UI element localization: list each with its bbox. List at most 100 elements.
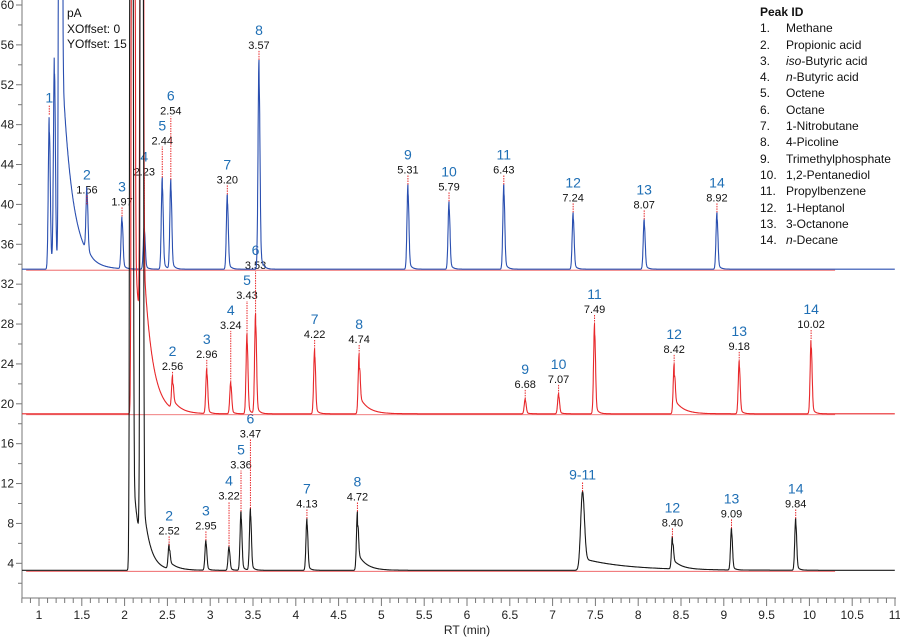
legend-item-number: 1.: [760, 21, 771, 36]
legend-item-number: 8.: [760, 135, 771, 150]
legend-item-name: 1,2-Pentanediol: [786, 167, 871, 182]
peak-id-label: 3: [202, 502, 210, 518]
legend-item: 2. Propionic acid: [760, 37, 891, 53]
trace-line-black: [22, 0, 895, 571]
peak-id-label: 2: [83, 166, 91, 182]
peak-id-label: 8: [355, 316, 363, 332]
x-tick-label: 6: [464, 608, 471, 622]
legend-item-number: 13.: [760, 216, 777, 231]
x-tick-label: 5.5: [416, 608, 433, 622]
peak-retention-time: 1.97: [111, 196, 132, 208]
legend-item: 14. n-Decane: [760, 232, 891, 248]
legend-item-number: 14.: [760, 233, 777, 248]
y-tick-label: 8: [7, 516, 14, 530]
peak-retention-time: 8.07: [633, 199, 654, 211]
x-tick-label: 9: [720, 608, 727, 622]
legend-item-name: 3-Octanone: [786, 216, 849, 231]
x-tick-label: 8.5: [673, 608, 690, 622]
peak-id-label: 6: [252, 242, 260, 258]
peak-retention-time: 2.54: [160, 105, 181, 117]
peak-label-group: 2.96 3: [196, 331, 217, 361]
peak-label-group: 5.31 9: [397, 146, 418, 176]
legend-item-number: 4.: [760, 70, 771, 85]
legend-item-number: 9.: [760, 151, 771, 166]
y-tick-label: 24: [1, 357, 15, 371]
peak-retention-time: 9.09: [721, 508, 742, 520]
peak-id-label: 12: [565, 174, 581, 190]
peak-label-group: 7.49 11: [584, 286, 605, 316]
legend-item-name: Trimethylphosphate: [786, 151, 891, 166]
peak-id-label: 13: [636, 181, 652, 197]
peak-retention-time: 3.43: [236, 290, 257, 302]
peak-id-label: 13: [731, 323, 747, 339]
y-tick-label: 60: [1, 0, 15, 12]
peak-id-label: 4: [225, 472, 233, 488]
peak-label-group: 8.42 12: [663, 326, 684, 356]
legend-item-number: 10.: [760, 167, 777, 182]
peak-label-group: 2.56 2: [162, 343, 183, 373]
peak-id-label: 6: [247, 410, 255, 426]
peak-label-group: 3.24 4: [220, 302, 241, 332]
legend-item: 12. 1-Heptanol: [760, 200, 891, 216]
peak-labels: 11.5621.9732.2342.4452.5463.2073.5785.31…: [45, 22, 825, 538]
legend-item: 4. n-Butyric acid: [760, 69, 891, 85]
x-tick-label: 11: [889, 608, 900, 622]
x-tick-label: 7.5: [587, 608, 604, 622]
x-tick-label: 10.5: [841, 608, 865, 622]
peak-retention-time: 8.92: [706, 192, 727, 204]
legend-item-name: n-Decane: [786, 233, 839, 248]
peak-retention-time: 8.40: [662, 517, 683, 529]
peak-retention-time: 7.07: [548, 374, 569, 386]
legend-item: 1. Methane: [760, 20, 891, 36]
peak-id-label: 5: [158, 117, 166, 133]
legend-item: 3. iso-Butyric acid: [760, 53, 891, 69]
peak-retention-time: 5.31: [397, 164, 418, 176]
peak-retention-time: 3.20: [217, 174, 238, 186]
peak-retention-time: 2.44: [152, 135, 173, 147]
peak-label-group: 2.95 3: [195, 502, 216, 532]
legend-item: 11. Propylbenzene: [760, 183, 891, 199]
peak-id-label: 13: [724, 490, 740, 506]
peak-retention-time: 9.84: [785, 498, 806, 510]
x-tick-label: 5: [378, 608, 385, 622]
peak-id-label: 2: [165, 507, 173, 523]
legend-item: 9. Trimethylphosphate: [760, 151, 891, 167]
peak-retention-time: 3.24: [220, 320, 241, 332]
peak-retention-time: 6.68: [514, 379, 535, 391]
x-tick-label: 1.5: [73, 608, 90, 622]
legend-item-number: 3.: [760, 53, 771, 68]
legend-item-number: 11.: [760, 184, 776, 199]
y-tick-label: 28: [1, 317, 15, 331]
peak-label-group: 2.44 5: [152, 117, 173, 147]
peak-label-group: 7.24 12: [562, 174, 583, 204]
peak-id-label: 10: [551, 356, 567, 372]
peak-retention-time: 7.24: [562, 192, 583, 204]
trace-red: [22, 0, 895, 416]
peak-retention-time: 2.56: [162, 361, 183, 373]
trace-line-red: [22, 0, 895, 415]
legend-item: 7. 1-Nitrobutane: [760, 118, 891, 134]
legend-item-name: Propylbenzene: [786, 184, 867, 199]
peak-label-group: 1.97 3: [111, 178, 132, 208]
peak-id-label: 8: [354, 473, 362, 489]
peak-retention-time: 8.42: [663, 344, 684, 356]
legend-item-name: iso-Butyric acid: [786, 53, 868, 68]
peak-label-group: 3.20 7: [217, 156, 238, 186]
x-axis-label: RT (min): [444, 623, 490, 637]
peak-retention-time: 3.22: [218, 490, 239, 502]
peak-retention-time: 4.13: [296, 498, 317, 510]
peak-retention-time: 2.52: [158, 525, 179, 537]
peak-label-group: 9.18 13: [728, 323, 749, 353]
legend-item-number: 12.: [760, 200, 777, 215]
peak-id-label: 11: [587, 286, 602, 302]
peak-label-group: 7.07 10: [548, 356, 569, 386]
trace-blue: [22, 0, 895, 271]
xoffset-label: XOffset: 0: [67, 21, 121, 36]
legend-item-number: 5.: [760, 86, 771, 101]
peak-retention-time: 2.96: [196, 349, 217, 361]
peak-retention-time: 4.72: [347, 491, 368, 503]
chart-info: pA XOffset: 0 YOffset: 15: [67, 6, 127, 53]
peak-label-group: 4.22 7: [304, 311, 325, 341]
y-tick-label: 48: [1, 118, 15, 132]
